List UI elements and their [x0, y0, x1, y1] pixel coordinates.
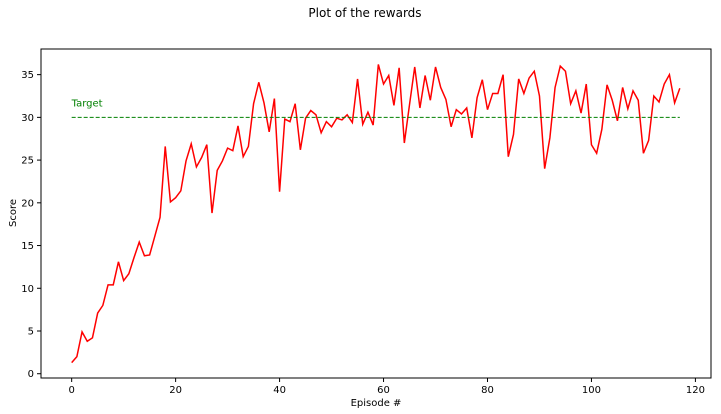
x-tick-label: 120	[686, 385, 705, 396]
y-tick-label: 35	[21, 70, 34, 81]
x-axis-label: Episode #	[351, 398, 402, 409]
chart-title: Plot of the rewards	[308, 6, 421, 20]
y-axis-label: Score	[8, 199, 19, 227]
x-tick-label: 60	[377, 385, 390, 396]
y-tick-label: 5	[28, 327, 34, 338]
x-tick-label: 20	[169, 385, 182, 396]
y-tick-label: 20	[21, 198, 34, 209]
plot-area: Target	[40, 48, 712, 379]
x-tick-label: 80	[481, 385, 494, 396]
x-tick-label: 100	[582, 385, 601, 396]
y-tick-label: 25	[21, 156, 34, 167]
y-tick-label: 15	[21, 241, 34, 252]
reward-series-line	[71, 64, 681, 364]
x-axis-ticks: 0 20 40 60 80 100 120	[68, 378, 705, 396]
x-tick-label: 40	[273, 385, 286, 396]
y-tick-label: 30	[21, 113, 34, 124]
x-tick-label: 0	[68, 385, 74, 396]
data-layer: Target	[71, 64, 681, 364]
y-tick-label: 10	[21, 284, 34, 295]
target-annotation: Target	[71, 98, 103, 109]
y-tick-label: 0	[28, 369, 34, 380]
axes-frame	[40, 48, 712, 379]
y-axis-ticks: 0 5 10 15 20 25 30 35	[21, 70, 41, 380]
